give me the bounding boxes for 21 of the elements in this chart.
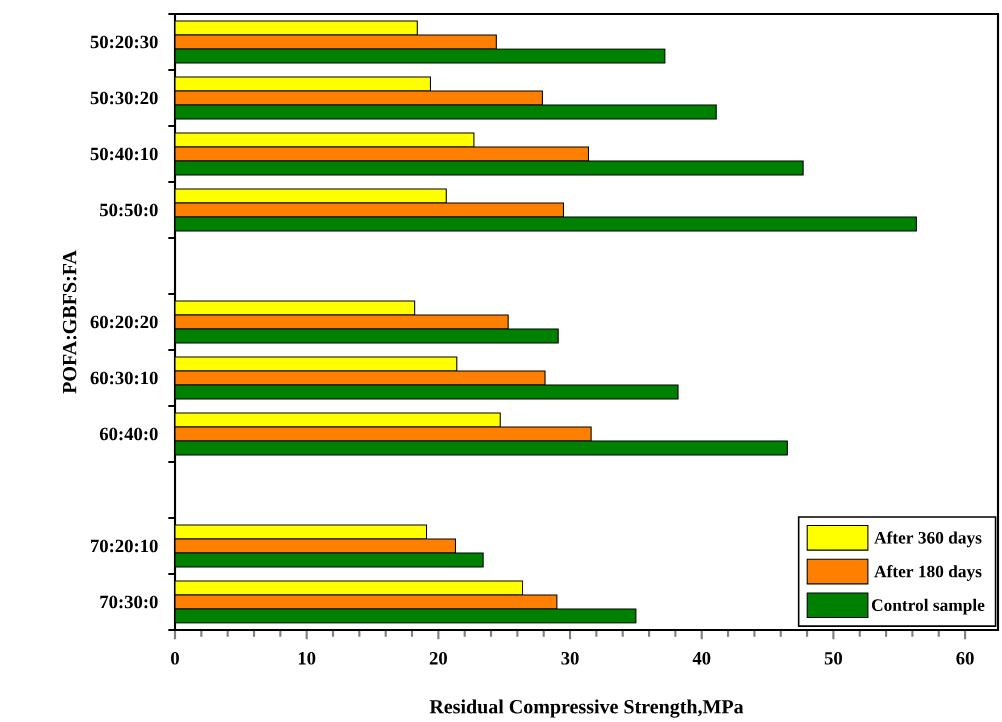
y-axis-title: POFA:GBFS:FA bbox=[62, 250, 77, 394]
legend-label: After 360 days bbox=[874, 531, 982, 548]
y-tick-label: 50:40:10 bbox=[90, 147, 158, 161]
y-tick-label: 50:30:20 bbox=[90, 91, 158, 105]
x-tick-label: 20 bbox=[429, 651, 447, 665]
x-tick-label: 60 bbox=[956, 651, 974, 665]
x-tick-label: 30 bbox=[561, 651, 579, 665]
y-tick-label: 70:30:0 bbox=[100, 595, 158, 609]
y-tick-label: 70:20:10 bbox=[91, 539, 158, 553]
y-tick-label: 50:50:0 bbox=[100, 203, 158, 217]
y-tick-label: 60:40:0 bbox=[99, 427, 158, 441]
y-tick-label: 60:30:10 bbox=[90, 371, 158, 385]
x-tick-label: 40 bbox=[692, 651, 711, 665]
y-tick-label: 60:20:20 bbox=[90, 315, 158, 329]
legend-label: Control sample bbox=[871, 598, 985, 615]
y-tick-label: 50:20:30 bbox=[90, 35, 158, 49]
legend-label: After 180 days bbox=[874, 564, 982, 581]
x-axis-title: Residual Compressive Strength,MPa bbox=[429, 699, 744, 718]
x-tick-label: 0 bbox=[171, 651, 179, 665]
x-tick-label: 50 bbox=[824, 651, 843, 665]
x-tick-label: 10 bbox=[298, 651, 316, 665]
